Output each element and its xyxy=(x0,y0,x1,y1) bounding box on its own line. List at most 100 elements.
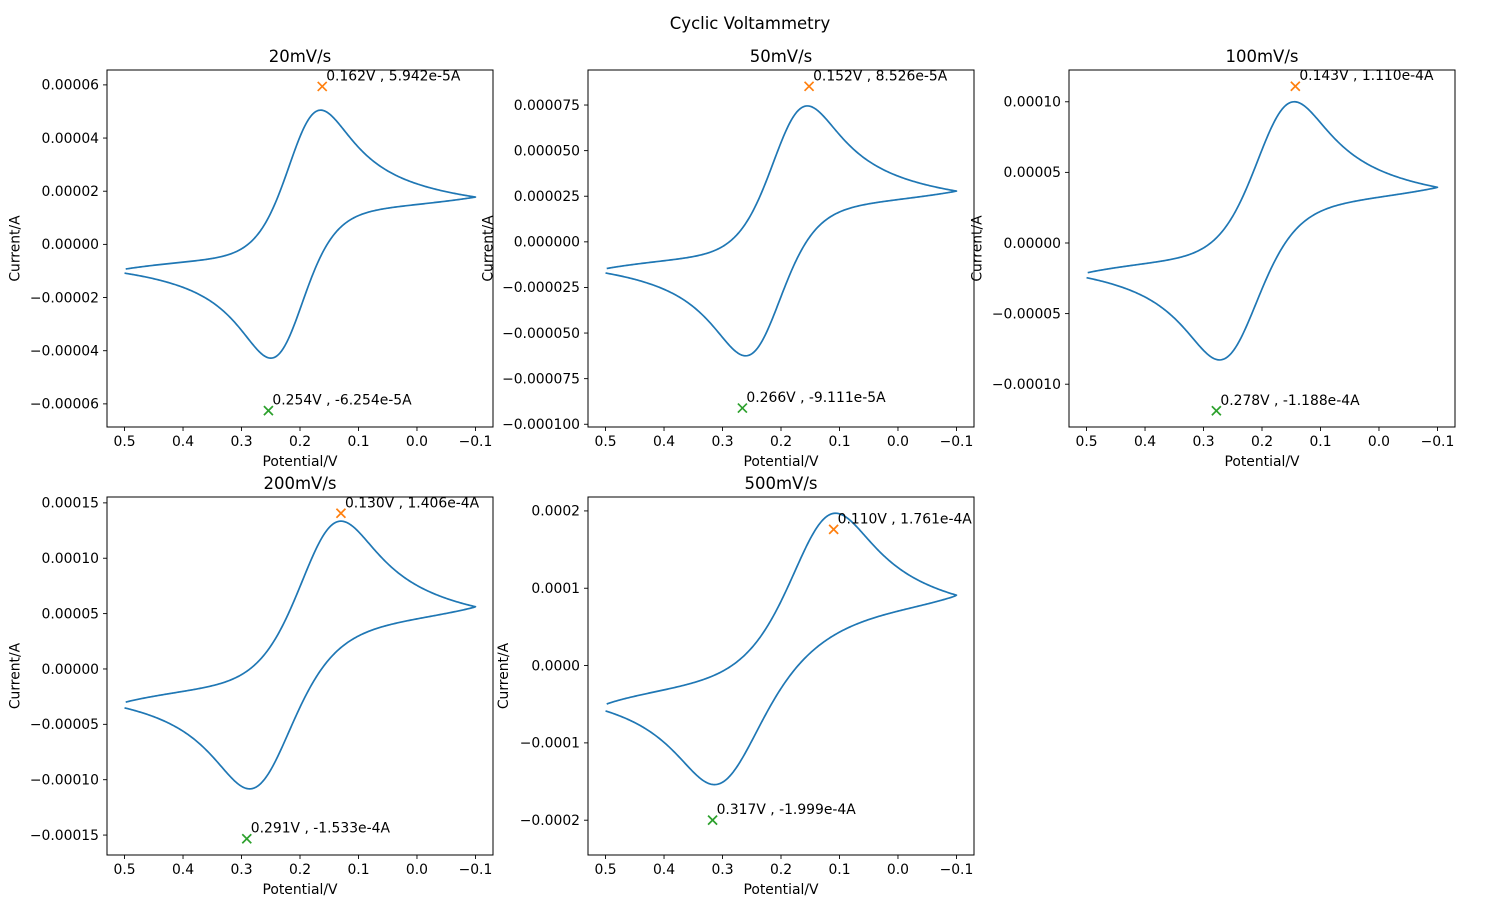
y-tick-label: −0.000025 xyxy=(502,280,580,296)
anodic-peak-marker-x-icon xyxy=(1290,81,1301,92)
y-tick-label: −0.00010 xyxy=(992,377,1061,393)
marker-stroke xyxy=(241,833,252,844)
x-tick-label: 0.2 xyxy=(289,862,311,878)
cathodic-peak-annotation: 0.278V , -1.188e-4A xyxy=(1220,393,1360,409)
y-tick-label: 0.00005 xyxy=(42,606,99,622)
x-tick-label: 0.2 xyxy=(1251,434,1273,450)
marker-stroke xyxy=(737,402,748,414)
y-tick-label: 0.000025 xyxy=(514,189,580,205)
y-tick-label: −0.00002 xyxy=(30,290,99,306)
cv-curve xyxy=(605,105,958,357)
subplot-20mv-s: 20mV/s Potential/V Current/A 0.5 0.4 0.3 0.2 0.… xyxy=(7,47,494,470)
y-axis-label: Current/A xyxy=(7,642,23,709)
y-tick-label: 0.00000 xyxy=(42,237,99,253)
y-axis-label: Current/A xyxy=(496,642,512,709)
axes-box xyxy=(587,496,975,856)
y-tick-label: −0.00006 xyxy=(30,397,99,413)
x-tick-label: 0.3 xyxy=(230,862,252,878)
cathodic-peak-annotation: 0.317V , -1.999e-4A xyxy=(717,802,857,818)
anodic-peak-annotation: 0.162V , 5.942e-5A xyxy=(326,68,461,84)
cv-curve xyxy=(605,512,958,786)
x-tick-label: 0.0 xyxy=(887,862,909,878)
x-axis-label: Potential/V xyxy=(743,454,819,470)
x-tick-label: 0.3 xyxy=(711,862,733,878)
y-tick-label: −0.000075 xyxy=(502,371,580,387)
anodic-peak-annotation: 0.110V , 1.761e-4A xyxy=(838,511,973,527)
anodic-peak-marker-x-icon xyxy=(335,508,347,519)
subplot-title: 20mV/s xyxy=(269,47,332,66)
y-tick-label: −0.00004 xyxy=(30,344,99,360)
figure-title: Cyclic Voltammetry xyxy=(669,14,831,33)
x-tick-label: 0.5 xyxy=(1075,434,1097,450)
subplot-100mv-s: 100mV/s Potential/V Current/A 0.5 0.4 0.3 0.2 0… xyxy=(969,47,1456,470)
x-tick-label: 0.1 xyxy=(828,862,850,878)
y-tick-label: −0.000050 xyxy=(502,326,580,342)
x-tick-label: 0.1 xyxy=(347,434,369,450)
x-tick-label: −0.1 xyxy=(459,862,493,878)
x-tick-label: 0.1 xyxy=(347,862,369,878)
y-tick-label: 0.00002 xyxy=(42,184,99,200)
x-tick-label: 0.1 xyxy=(1309,434,1331,450)
cathodic-peak-annotation: 0.254V , -6.254e-5A xyxy=(272,393,412,409)
cathodic-peak-marker-x-icon xyxy=(737,402,748,414)
y-tick-label: 0.0002 xyxy=(531,504,580,520)
x-tick-label: −0.1 xyxy=(940,434,974,450)
x-axis-label: Potential/V xyxy=(262,454,338,470)
cathodic-peak-marker-x-icon xyxy=(707,815,718,826)
x-tick-label: 0.2 xyxy=(770,862,792,878)
x-tick-label: 0.0 xyxy=(1368,434,1390,450)
marker-stroke xyxy=(335,508,347,519)
marker-stroke xyxy=(263,405,274,416)
y-tick-label: 0.0001 xyxy=(531,581,580,597)
y-tick-label: −0.0002 xyxy=(520,813,580,829)
y-tick-label: −0.00010 xyxy=(30,773,99,789)
x-tick-label: 0.0 xyxy=(406,434,428,450)
axes-box xyxy=(106,69,494,428)
marker-stroke xyxy=(317,81,328,92)
anodic-peak-marker-x-icon xyxy=(828,524,839,535)
x-tick-label: 0.3 xyxy=(711,434,733,450)
x-tick-label: 0.4 xyxy=(653,434,675,450)
x-tick-label: 0.4 xyxy=(172,434,194,450)
marker-stroke xyxy=(828,524,839,535)
marker-stroke xyxy=(1290,81,1301,92)
y-axis-label: Current/A xyxy=(969,215,985,282)
y-tick-label: 0.00010 xyxy=(42,551,99,567)
subplot-500mv-s: 500mV/s Potential/V Current/A 0.5 0.4 0.3 0.2 0… xyxy=(496,474,975,898)
subplot-title: 100mV/s xyxy=(1225,47,1298,66)
subplot-title: 50mV/s xyxy=(750,47,813,66)
y-tick-label: 0.00004 xyxy=(42,131,100,147)
x-tick-label: 0.0 xyxy=(887,434,909,450)
y-tick-label: 0.0000 xyxy=(531,658,580,674)
anodic-peak-annotation: 0.130V , 1.406e-4A xyxy=(345,495,480,511)
x-tick-label: 0.5 xyxy=(113,862,135,878)
x-tick-label: 0.4 xyxy=(1134,434,1156,450)
y-tick-label: 0.00000 xyxy=(1004,236,1061,252)
axes-box xyxy=(1068,69,1456,428)
cathodic-peak-annotation: 0.291V , -1.533e-4A xyxy=(251,821,391,837)
y-tick-label: −0.00015 xyxy=(30,828,99,844)
x-tick-label: 0.1 xyxy=(828,434,850,450)
cv-curve xyxy=(124,109,477,359)
x-tick-label: 0.2 xyxy=(289,434,311,450)
cathodic-peak-annotation: 0.266V , -9.111e-5A xyxy=(746,390,886,406)
cv-curve xyxy=(1086,100,1439,361)
x-tick-label: 0.0 xyxy=(406,862,428,878)
y-tick-label: 0.000075 xyxy=(514,98,580,114)
y-tick-label: 0.00015 xyxy=(42,496,99,512)
y-tick-label: −0.00005 xyxy=(30,717,99,733)
subplot-200mv-s: 200mV/s Potential/V Current/A 0.5 0.4 0.3 0.2 0… xyxy=(7,474,494,898)
axes-box xyxy=(106,496,494,856)
cathodic-peak-marker-x-icon xyxy=(263,405,274,416)
cathodic-peak-marker-x-icon xyxy=(241,833,252,844)
x-tick-label: 0.4 xyxy=(172,862,194,878)
y-tick-label: −0.00005 xyxy=(992,306,1061,322)
anodic-peak-annotation: 0.152V , 8.526e-5A xyxy=(813,68,948,84)
y-axis-label: Current/A xyxy=(481,215,497,282)
y-tick-label: 0.00010 xyxy=(1004,95,1061,111)
subplot-title: 200mV/s xyxy=(263,474,336,493)
x-tick-label: −0.1 xyxy=(940,862,974,878)
y-tick-label: 0.000050 xyxy=(514,143,580,159)
